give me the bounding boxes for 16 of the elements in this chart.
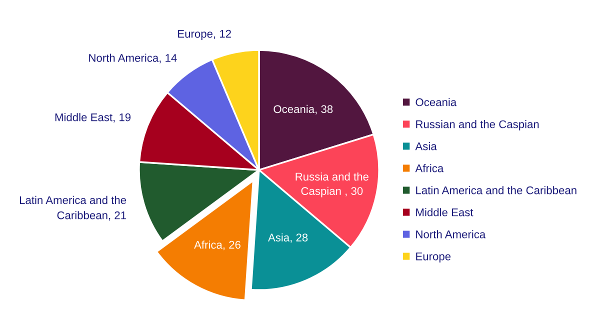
legend-label: Russian and the Caspian	[416, 120, 539, 130]
legend-label: Oceania	[416, 98, 457, 106]
legend-label: North America	[416, 230, 486, 238]
data-label: Europe, 12	[178, 30, 231, 40]
legend-label: Africa	[415, 164, 444, 172]
data-label: North America, 14	[89, 54, 177, 64]
data-label: Russia and the Caspian , 30	[296, 172, 368, 198]
data-label: Asia, 28	[268, 233, 308, 243]
data-label: Middle East, 19	[55, 113, 131, 123]
legend-label: Europe	[416, 252, 451, 263]
legend-label: Latin America and the Caribbean	[416, 186, 576, 194]
data-label: Africa, 26	[194, 240, 240, 250]
data-label: Latin America and the Caribbean, 21	[20, 196, 126, 221]
data-label: Oceania, 38	[274, 104, 333, 114]
legend-label: Asia	[415, 142, 437, 150]
legend-label: Middle East	[416, 208, 474, 216]
